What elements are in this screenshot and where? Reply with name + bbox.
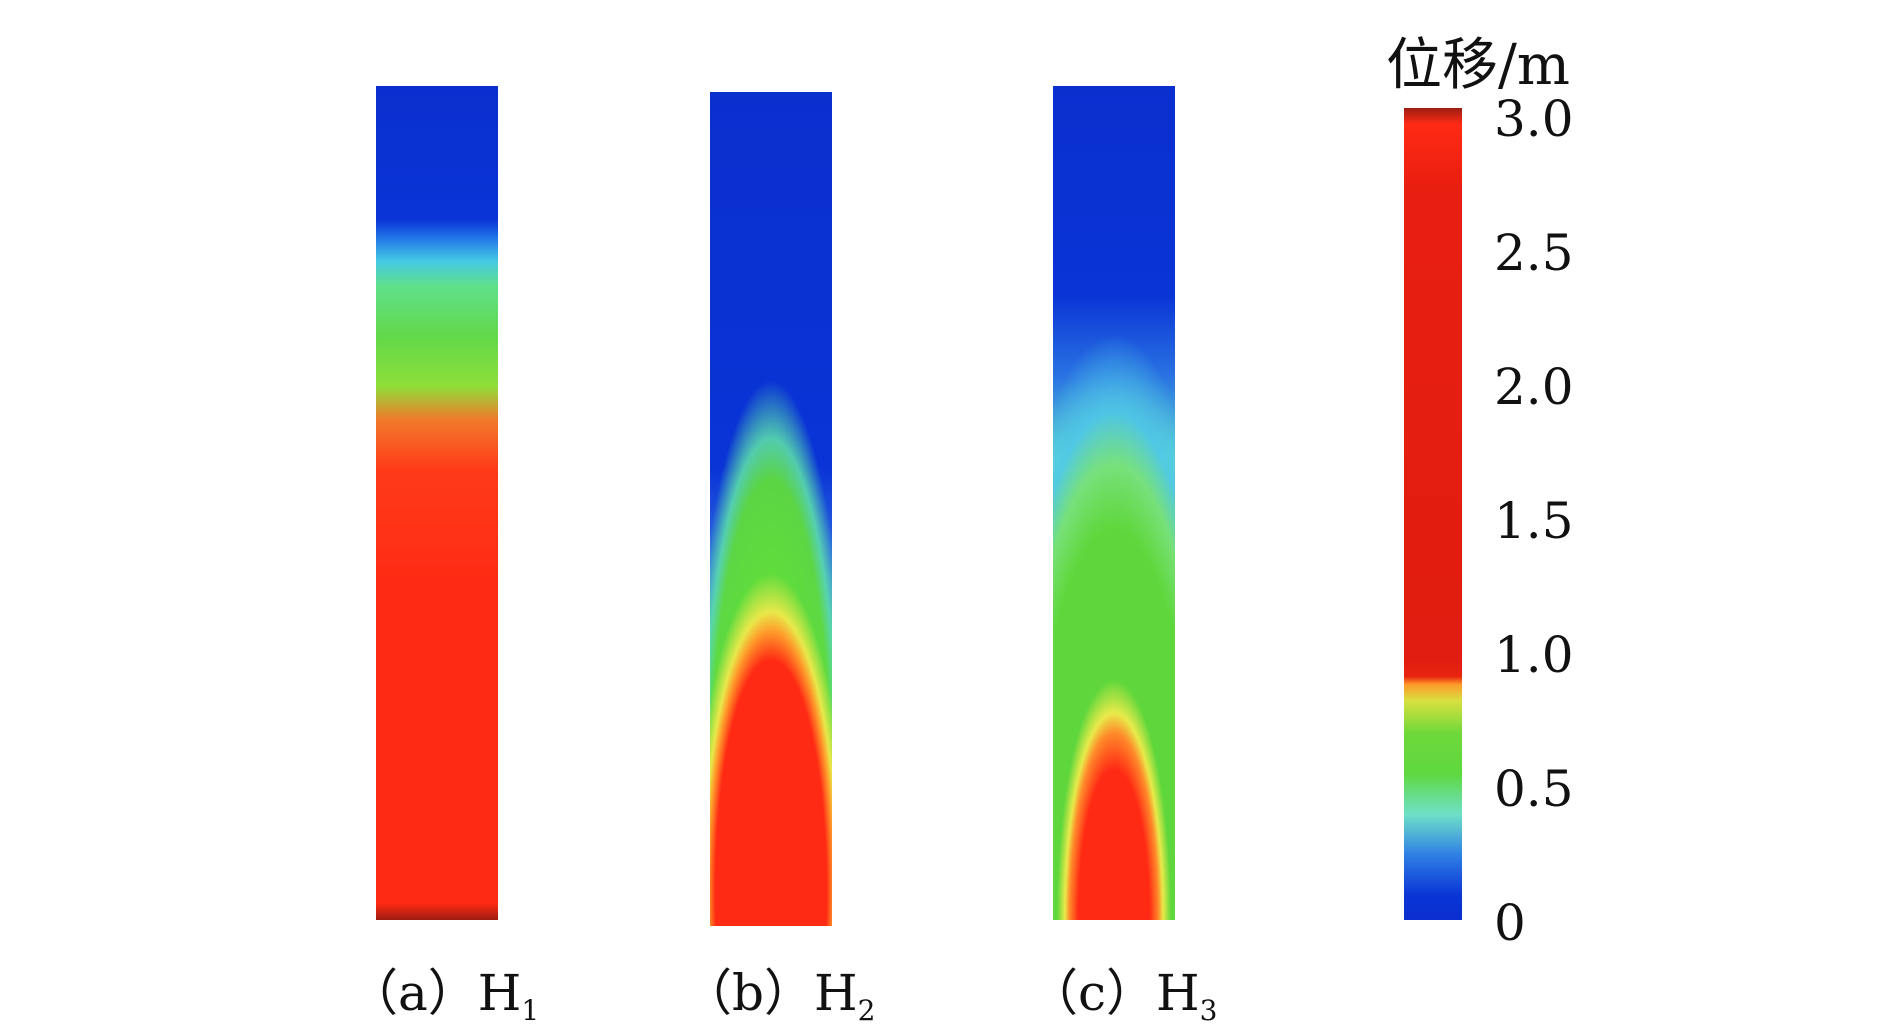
column-label-c: （c）H3: [1028, 964, 1218, 1027]
colorbar-tick: 0.5: [1494, 760, 1574, 818]
colorbar-tick: 0: [1494, 894, 1526, 952]
colorbar-tick: 3.0: [1494, 90, 1574, 148]
colorbar-tick: 1.5: [1494, 492, 1574, 550]
colorbar-unit-label: 位移/m: [1386, 33, 1570, 98]
displacement-column-c: [1053, 86, 1175, 920]
colorbar: [1404, 108, 1462, 920]
column-label-b: （b）H2: [682, 964, 876, 1027]
column-label-a: （a）H1: [348, 964, 540, 1027]
colorbar-tick: 2.5: [1494, 224, 1574, 282]
colorbar-tick: 1.0: [1494, 626, 1574, 684]
colorbar-tick: 2.0: [1494, 358, 1574, 416]
displacement-column-a: [376, 86, 498, 920]
displacement-column-b: [710, 92, 832, 926]
